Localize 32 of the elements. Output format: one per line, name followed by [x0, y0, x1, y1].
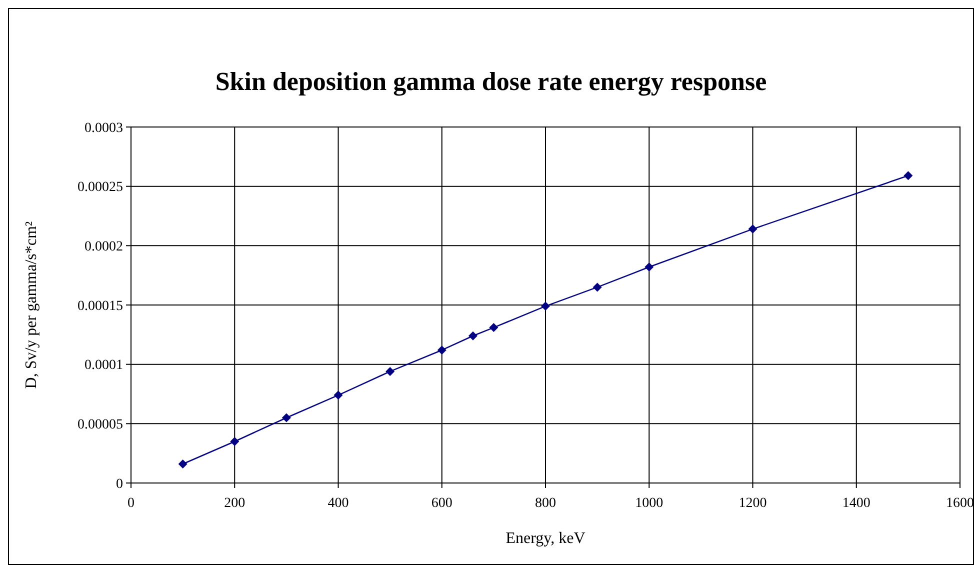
x-tick-label: 800 [535, 496, 556, 511]
y-tick-label: 0.0001 [84, 358, 123, 374]
y-tick-label: 0.00025 [78, 180, 123, 196]
point [386, 366, 395, 376]
chart-title: Skin deposition gamma dose rate energy response [215, 67, 767, 96]
x-tick-label: 600 [431, 496, 452, 511]
point [904, 171, 913, 180]
point [437, 346, 446, 355]
y-tick-label: 0.0003 [84, 120, 123, 136]
point [592, 282, 602, 292]
point [468, 331, 478, 340]
x-tick-label: 1400 [842, 496, 870, 511]
y-tick-label: 0 [116, 476, 123, 492]
x-tick-label: 1200 [738, 496, 767, 511]
x-axis-title: Energy, keV [506, 530, 586, 547]
x-tick-label: 1000 [635, 496, 664, 511]
y-tick-label: 0.0002 [84, 240, 123, 255]
point [748, 224, 758, 234]
point [178, 460, 188, 469]
point [334, 390, 343, 400]
y-tick-label: 0.00005 [78, 418, 123, 433]
point [541, 302, 550, 311]
point [282, 413, 291, 422]
y-axis-title: D, Sv/y per gamma/s*cm² [23, 221, 40, 389]
point [489, 323, 498, 332]
x-tick-label: 0 [128, 496, 134, 511]
point [644, 262, 654, 272]
x-tick-label: 200 [224, 496, 246, 511]
y-tick-label: 0.00015 [78, 298, 123, 314]
point [230, 436, 240, 446]
x-tick-label: 1600 [946, 496, 974, 511]
x-tick-label: 400 [328, 496, 349, 511]
